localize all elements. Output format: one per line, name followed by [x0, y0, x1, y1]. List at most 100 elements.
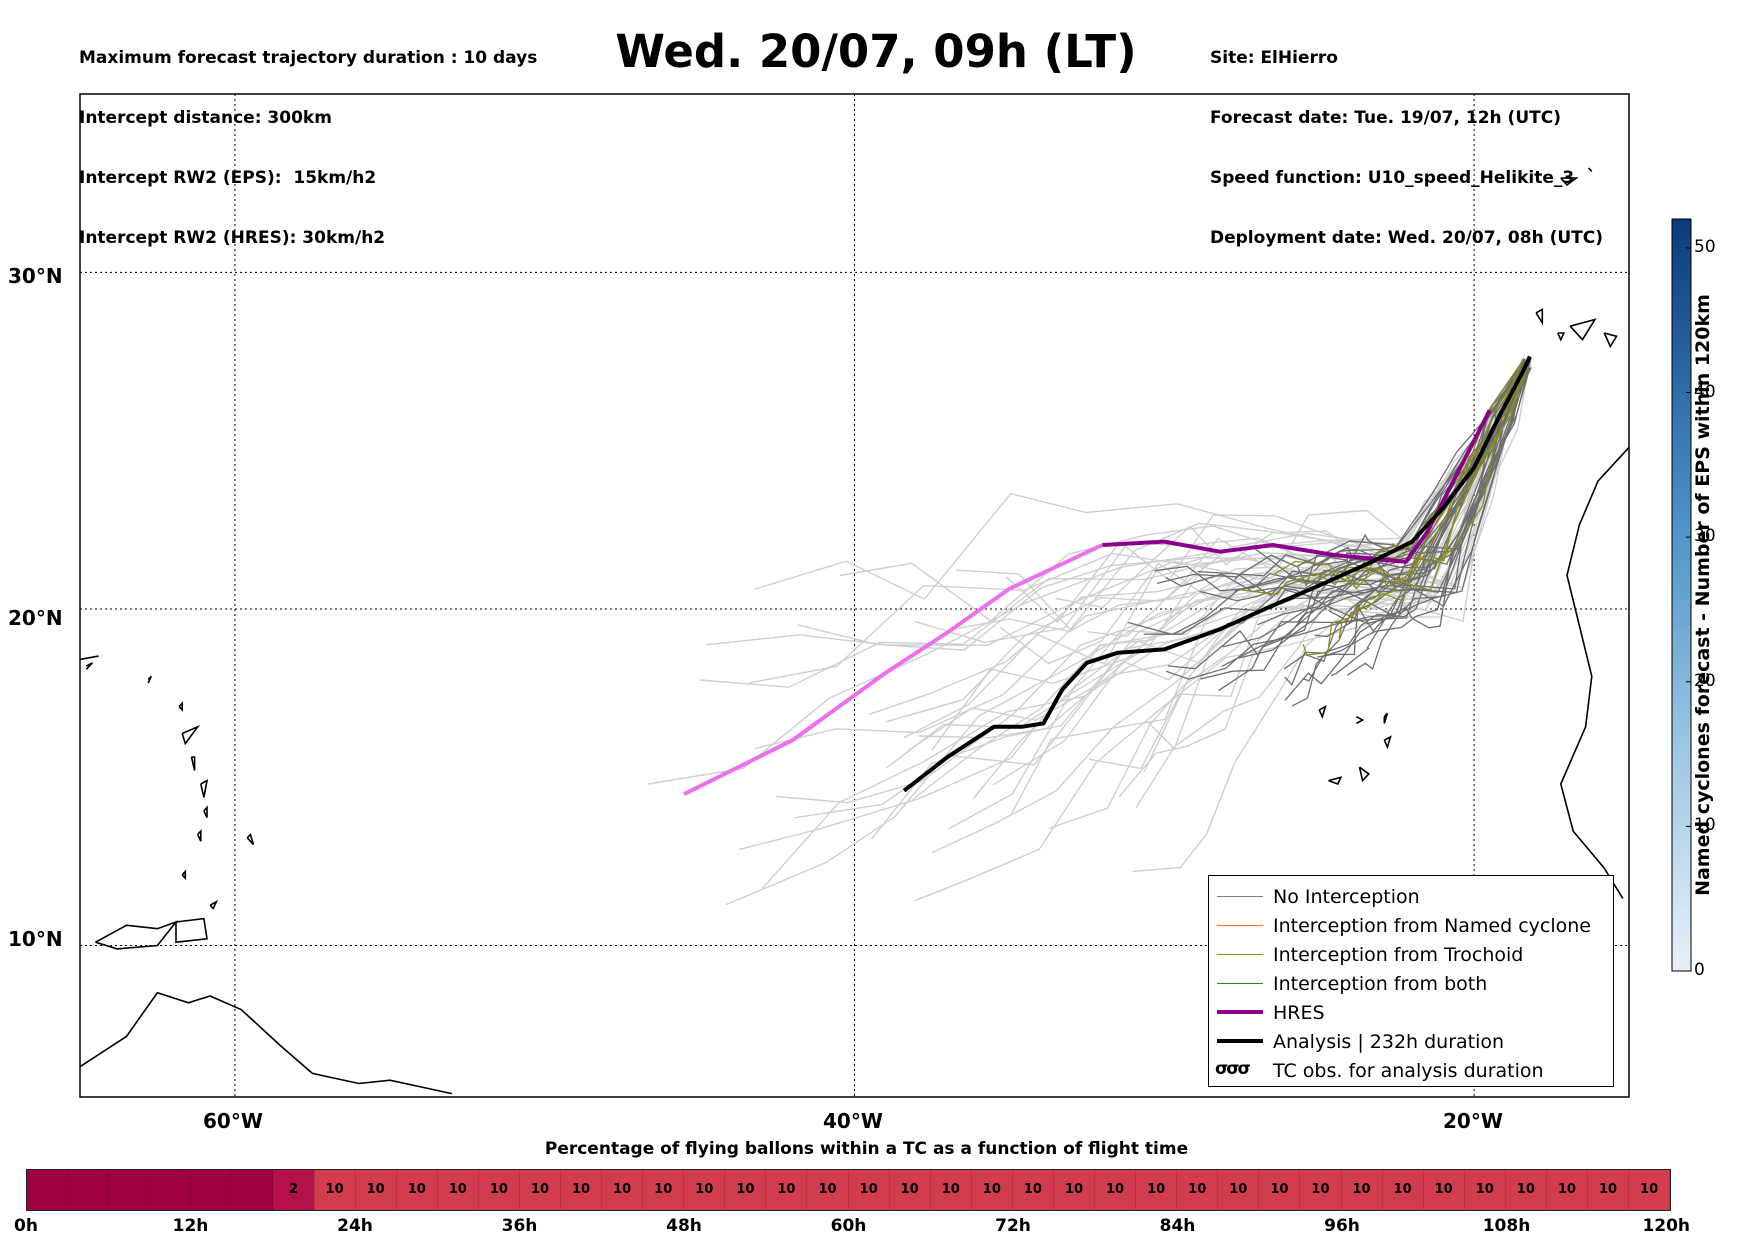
coastline-segment — [1383, 712, 1389, 724]
timeline-cell: 10 — [1053, 1170, 1096, 1210]
timeline-cell — [27, 1170, 69, 1210]
ensemble-track — [1272, 361, 1523, 582]
lat-label-20n: 20°N — [8, 606, 63, 630]
legend-swatch — [1217, 896, 1263, 897]
legend-label: TC obs. for analysis duration — [1273, 1060, 1544, 1082]
coastline-segment — [147, 675, 153, 684]
timeline-cell: 10 — [437, 1170, 479, 1210]
ensemble-track — [914, 365, 1530, 902]
timeline-cell: 10 — [396, 1170, 438, 1210]
timeline-cell: 10 — [1012, 1170, 1054, 1210]
timeline-cell: 10 — [1218, 1170, 1260, 1210]
coastline-segment — [175, 917, 208, 944]
hres-line-late — [683, 543, 1104, 796]
coastline-segment — [1318, 704, 1327, 719]
timeline-cell: 10 — [1300, 1170, 1342, 1210]
coastline-segment — [246, 832, 255, 846]
colorbar-tick-label: 20 — [1694, 670, 1716, 691]
lat-label-10n: 10°N — [8, 927, 63, 951]
timeline-cell: 10 — [1505, 1170, 1547, 1210]
ensemble-track — [1242, 358, 1532, 595]
legend-item-tc-obs: σσσ TC obs. for analysis duration — [1209, 1057, 1613, 1085]
colorbar-ticks — [1686, 247, 1691, 972]
colorbar-tick-label: 10 — [1694, 815, 1716, 836]
timeline-cell: 10 — [561, 1170, 603, 1210]
timeline-cell: 10 — [1382, 1170, 1424, 1210]
legend-swatch — [1217, 925, 1263, 926]
coastline-segment — [209, 899, 219, 910]
legend-label: Interception from both — [1273, 973, 1488, 995]
timeline-cell: 10 — [807, 1170, 849, 1210]
ensemble-track — [1088, 362, 1524, 770]
tc-percentage-timeline: 2 10 10 10 10 10 10 10 10 10 10 10 10 10 10 10 10 10 10 10 1… — [26, 1169, 1671, 1211]
timeline-cell: 10 — [1177, 1170, 1219, 1210]
coastline-segment — [1556, 332, 1566, 342]
timeline-cell: 10 — [971, 1170, 1013, 1210]
timeline-cell — [232, 1170, 274, 1210]
coastline-segment — [1569, 318, 1597, 342]
timeline-cell: 10 — [1259, 1170, 1301, 1210]
coastline-segment — [1588, 167, 1593, 172]
info-intercept-hres: Intercept RW2 (HRES): 30km/h2 — [79, 228, 386, 248]
ensemble-track — [1132, 365, 1529, 873]
timeline-cell: 10 — [519, 1170, 562, 1210]
legend-swatch — [1217, 1010, 1263, 1014]
legend-label: HRES — [1273, 1002, 1325, 1024]
timeline-tick-label: 96h — [1324, 1216, 1360, 1236]
coastline-segment — [1328, 776, 1343, 786]
timeline-tick-label: 108h — [1482, 1216, 1531, 1236]
coastline-segment — [1356, 715, 1365, 725]
ensemble-tracks-no-interception — [1128, 357, 1532, 707]
ensemble-track — [1283, 358, 1531, 670]
coastline-segment — [190, 756, 196, 771]
legend-item-no-interception: No Interception — [1209, 883, 1613, 911]
colorbar-tick-label: 0 — [1694, 960, 1705, 980]
info-intercept-eps: Intercept RW2 (EPS): 15km/h2 — [79, 168, 377, 188]
timeline-tick-label: 60h — [830, 1216, 867, 1236]
page-title: Wed. 20/07, 09h (LT) — [615, 25, 1137, 78]
coastline-segment — [1559, 446, 1629, 899]
timeline-cell: 10 — [848, 1170, 890, 1210]
coastline-segment — [80, 655, 99, 661]
ensemble-track — [1314, 357, 1525, 638]
coastline-segment — [178, 701, 183, 712]
ensemble-track — [1143, 364, 1527, 635]
ensemble-track — [869, 366, 1527, 715]
timeline-tick-label: 48h — [666, 1216, 702, 1236]
coastline-segment — [1560, 177, 1579, 186]
coastline-segment — [1645, 313, 1667, 333]
timeline-cell: 10 — [766, 1170, 808, 1210]
coastline-segment — [80, 991, 452, 1095]
ensemble-track — [797, 367, 1530, 651]
coastline-segment — [1603, 332, 1618, 349]
info-site: Site: ElHierro — [1210, 48, 1338, 68]
timeline-cell: 10 — [1423, 1170, 1465, 1210]
coastlines — [80, 167, 1667, 1095]
timeline-cell: 10 — [889, 1170, 931, 1210]
info-forecast-date: Forecast date: Tue. 19/07, 12h (UTC) — [1210, 108, 1561, 128]
hres-track — [1102, 409, 1492, 564]
ensemble-track — [948, 366, 1532, 830]
coastline-segment — [200, 779, 209, 798]
timeline-tick-label: 84h — [1159, 1216, 1196, 1236]
timeline-tick-label: 36h — [501, 1216, 538, 1236]
timeline-cell: 10 — [1546, 1170, 1588, 1210]
ensemble-track — [1313, 359, 1524, 572]
timeline-cell: 10 — [1136, 1170, 1178, 1210]
map-legend: No Interception Interception from Named … — [1208, 875, 1614, 1087]
timeline-cell — [191, 1170, 233, 1210]
timeline-cell: 10 — [684, 1170, 726, 1210]
timeline-cell — [150, 1170, 192, 1210]
timeline-cell: 2 — [273, 1170, 315, 1210]
ensemble-track — [648, 359, 1530, 785]
legend-swatch — [1217, 983, 1263, 984]
lon-label-60w: 60°W — [203, 1109, 263, 1133]
ensemble-track — [1284, 360, 1527, 687]
info-max-duration: Maximum forecast trajectory duration : 1… — [79, 48, 538, 68]
timeline-cell: 10 — [930, 1170, 972, 1210]
coastline-segment — [196, 829, 202, 842]
ensemble-track — [1330, 359, 1527, 677]
timeline-cell: 10 — [1587, 1170, 1630, 1210]
header-info-right: Site: ElHierro Forecast date: Tue. 19/07… — [1210, 8, 1603, 268]
